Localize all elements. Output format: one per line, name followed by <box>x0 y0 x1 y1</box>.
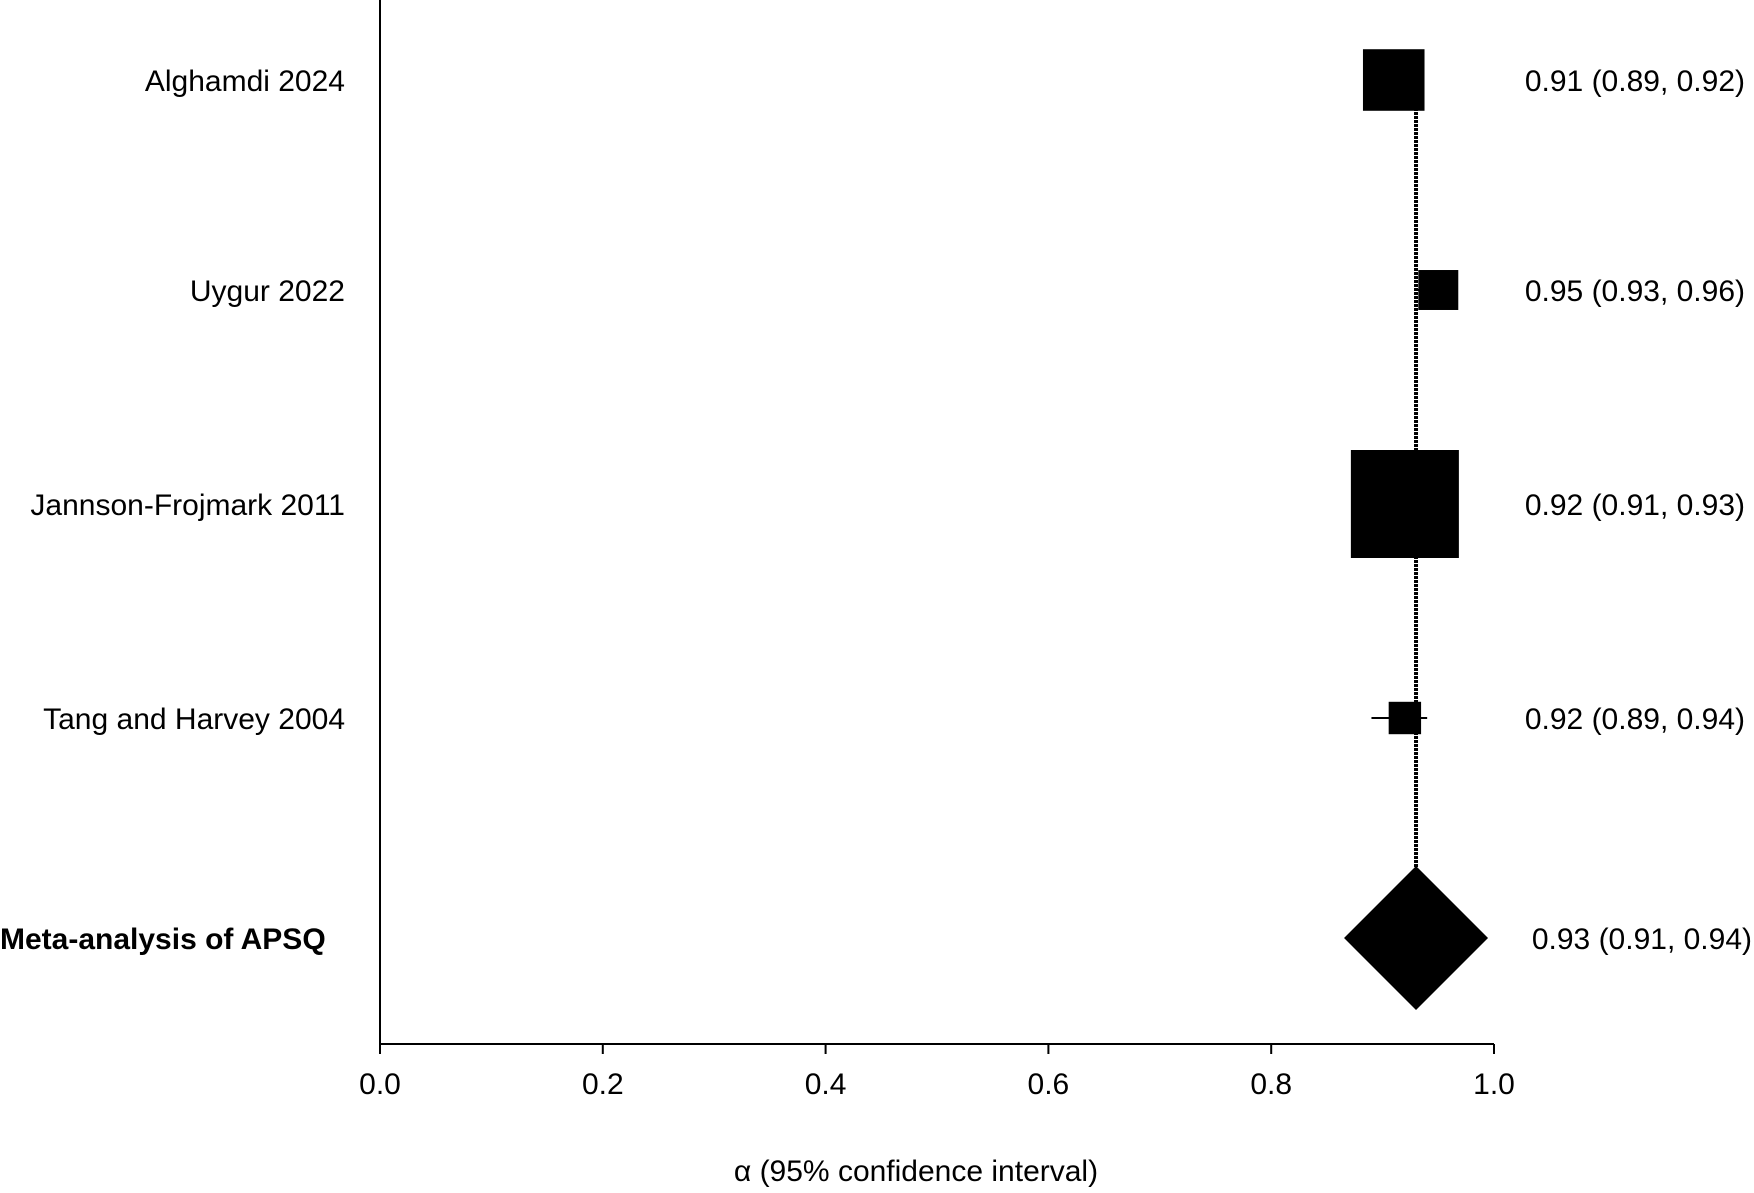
study-label: Tang and Harvey 2004 <box>43 703 345 736</box>
x-tick-label: 0.6 <box>1028 1068 1070 1101</box>
x-tick-label: 1.0 <box>1473 1068 1515 1101</box>
pooled-estimate-label: 0.93 (0.91, 0.94) <box>1532 923 1752 956</box>
pooled-diamond <box>1344 866 1489 1010</box>
study-label: Alghamdi 2024 <box>145 65 345 98</box>
study-estimate-label: 0.91 (0.89, 0.92) <box>1525 65 1745 98</box>
study-estimate-label: 0.95 (0.93, 0.96) <box>1525 275 1745 308</box>
study-estimate-label: 0.92 (0.91, 0.93) <box>1525 489 1745 522</box>
study-marker <box>1418 270 1459 310</box>
pooled-label: Meta-analysis of APSQ <box>0 923 326 956</box>
x-tick-label: 0.4 <box>805 1068 847 1101</box>
study-label: Jannson-Frojmark 2011 <box>30 489 345 522</box>
study-marker <box>1388 701 1422 735</box>
x-axis-title: α (95% confidence interval) <box>734 1155 1098 1188</box>
study-marker <box>1350 450 1459 558</box>
x-tick-label: 0.0 <box>359 1068 401 1101</box>
x-tick-label: 0.2 <box>582 1068 624 1101</box>
x-tick-label: 0.8 <box>1250 1068 1292 1101</box>
study-label: Uygur 2022 <box>190 275 345 308</box>
study-estimate-label: 0.92 (0.89, 0.94) <box>1525 703 1745 736</box>
study-marker <box>1362 49 1425 111</box>
